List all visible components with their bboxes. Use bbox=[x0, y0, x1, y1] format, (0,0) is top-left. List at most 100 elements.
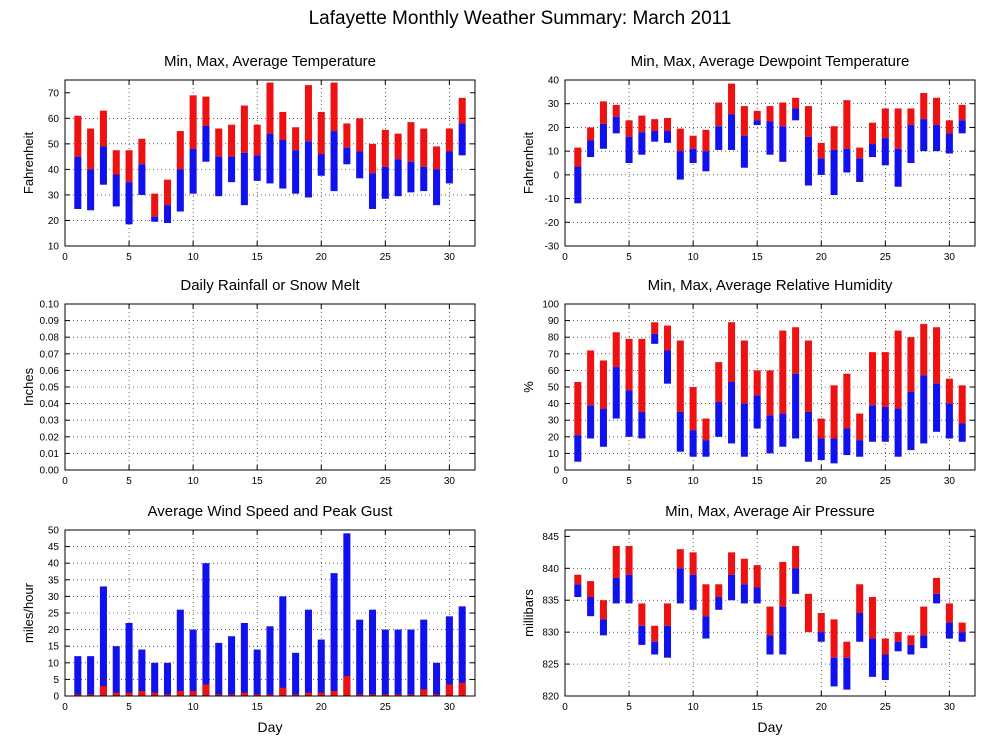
pressure-bar-min bbox=[625, 574, 633, 604]
humidity-bar-min bbox=[804, 411, 812, 462]
wind-ylabel: miles/hour bbox=[21, 582, 36, 643]
wind-xlabel: Day bbox=[258, 719, 283, 735]
chart-pressure: Min, Max, Average Air Pressure 820 825 830 8… bbox=[521, 503, 976, 735]
rainfall-ytick-label: 0.05 bbox=[40, 383, 60, 394]
dewpoint-bar-max bbox=[856, 147, 864, 159]
dewpoint-title: Min, Max, Average Dewpoint Temperature bbox=[631, 53, 910, 70]
temperature-bar-min bbox=[343, 147, 351, 165]
wind-bar-gust bbox=[189, 629, 197, 696]
pressure-bar-min bbox=[676, 568, 684, 604]
humidity-bar-min bbox=[843, 428, 851, 456]
temperature-ytick-label: 60 bbox=[48, 114, 60, 125]
dewpoint-bar-min bbox=[920, 119, 928, 152]
rainfall-ytick-label: 0.01 bbox=[40, 449, 60, 460]
pressure-bar-min bbox=[843, 657, 851, 690]
humidity-bar-min bbox=[651, 333, 659, 344]
wind-bar-gust bbox=[87, 656, 95, 696]
dewpoint-xtick-label: 0 bbox=[562, 252, 568, 263]
wind-bar-gust bbox=[266, 626, 274, 696]
wind-bar-gust bbox=[138, 649, 146, 696]
temperature-bar-max bbox=[202, 96, 210, 126]
humidity-title: Min, Max, Average Relative Humidity bbox=[648, 277, 893, 294]
humidity-bar-max bbox=[779, 330, 787, 414]
humidity-xtick-label: 25 bbox=[880, 476, 892, 487]
wind-bar-avg bbox=[330, 691, 338, 696]
temperature-bar-max bbox=[138, 138, 146, 165]
humidity-bar-min bbox=[599, 408, 607, 447]
rainfall-xtick-label: 30 bbox=[444, 476, 456, 487]
temperature-bar-max bbox=[125, 150, 133, 183]
wind-bar-gust bbox=[240, 622, 248, 696]
pressure-bar-max bbox=[689, 552, 697, 575]
humidity-bar-max bbox=[843, 373, 851, 429]
humidity-ytick-label: 0 bbox=[553, 466, 559, 477]
temperature-bar-min bbox=[330, 131, 338, 192]
pressure-bar-min bbox=[715, 597, 723, 610]
wind-ytick-label: 10 bbox=[48, 658, 60, 669]
temperature-bar-min bbox=[445, 151, 453, 184]
dewpoint-bar-max bbox=[958, 104, 966, 121]
wind-bar-avg bbox=[292, 694, 300, 696]
humidity-bar-max bbox=[599, 360, 607, 409]
wind-bar-gust bbox=[125, 622, 133, 696]
humidity-ytick-label: 30 bbox=[548, 416, 560, 427]
humidity-bar-max bbox=[920, 323, 928, 376]
pressure-bar-max bbox=[638, 603, 646, 626]
temperature-bar-min bbox=[304, 141, 312, 198]
humidity-bar-max bbox=[907, 337, 915, 392]
dewpoint-bar-min bbox=[817, 158, 825, 175]
humidity-bar-max bbox=[933, 327, 941, 384]
pressure-bar-min bbox=[933, 593, 941, 604]
chart-humidity: Min, Max, Average Relative Humidity 0 10 20… bbox=[521, 277, 976, 487]
wind-bar-gust bbox=[381, 629, 389, 696]
dewpoint-bar-min bbox=[907, 125, 915, 163]
humidity-xtick-label: 10 bbox=[688, 476, 700, 487]
pressure-xtick-label: 20 bbox=[816, 702, 828, 713]
rainfall-ytick-label: 0.02 bbox=[40, 432, 60, 443]
wind-bar-gust bbox=[112, 646, 120, 696]
humidity-bar-max bbox=[868, 352, 877, 406]
temperature-bar-max bbox=[74, 115, 82, 157]
chart-dewpoint: Min, Max, Average Dewpoint Temperature -3… bbox=[521, 53, 976, 263]
humidity-bar-min bbox=[907, 391, 915, 451]
wind-bar-avg bbox=[228, 694, 236, 696]
temperature-bar-min bbox=[279, 140, 287, 189]
humidity-xtick-label: 0 bbox=[562, 476, 568, 487]
dewpoint-bar-max bbox=[676, 128, 684, 152]
pressure-xlabel: Day bbox=[758, 719, 783, 735]
dewpoint-bar-min bbox=[779, 126, 787, 162]
wind-bar-avg bbox=[445, 684, 453, 696]
pressure-bar-max bbox=[766, 606, 774, 636]
temperature-bar-max bbox=[215, 128, 223, 157]
pressure-bar-max bbox=[958, 622, 966, 633]
pressure-xtick-label: 30 bbox=[944, 702, 956, 713]
temperature-bar-min bbox=[394, 159, 402, 197]
wind-bar-gust bbox=[394, 629, 402, 696]
humidity-bar-max bbox=[587, 350, 595, 406]
rainfall-ytick-label: 0.03 bbox=[40, 416, 60, 427]
dewpoint-bar-max bbox=[766, 106, 774, 122]
humidity-bar-min bbox=[856, 440, 864, 457]
wind-bar-gust bbox=[356, 619, 364, 696]
wind-xtick-label: 15 bbox=[252, 702, 264, 713]
humidity-xtick-label: 30 bbox=[944, 476, 956, 487]
wind-bar-avg bbox=[74, 694, 82, 696]
dewpoint-bar-max bbox=[792, 97, 800, 109]
dewpoint-ytick-label: 0 bbox=[553, 170, 559, 181]
wind-bar-avg bbox=[253, 694, 261, 696]
dewpoint-bar-min bbox=[894, 148, 902, 187]
temperature-bar-min bbox=[99, 146, 107, 185]
temperature-ytick-label: 10 bbox=[48, 242, 60, 253]
temperature-bar-max bbox=[445, 128, 453, 152]
wind-xtick-label: 20 bbox=[316, 702, 328, 713]
wind-bar-avg bbox=[343, 676, 351, 696]
temperature-bar-min bbox=[433, 169, 441, 206]
dewpoint-bar-min bbox=[830, 149, 838, 196]
temperature-bar-max bbox=[420, 128, 428, 167]
humidity-bar-max bbox=[638, 338, 646, 412]
dewpoint-xtick-label: 10 bbox=[688, 252, 700, 263]
wind-bar-gust bbox=[176, 609, 184, 696]
wind-ytick-label: 45 bbox=[48, 542, 60, 553]
humidity-ytick-label: 60 bbox=[548, 366, 560, 377]
humidity-bar-max bbox=[753, 370, 761, 396]
